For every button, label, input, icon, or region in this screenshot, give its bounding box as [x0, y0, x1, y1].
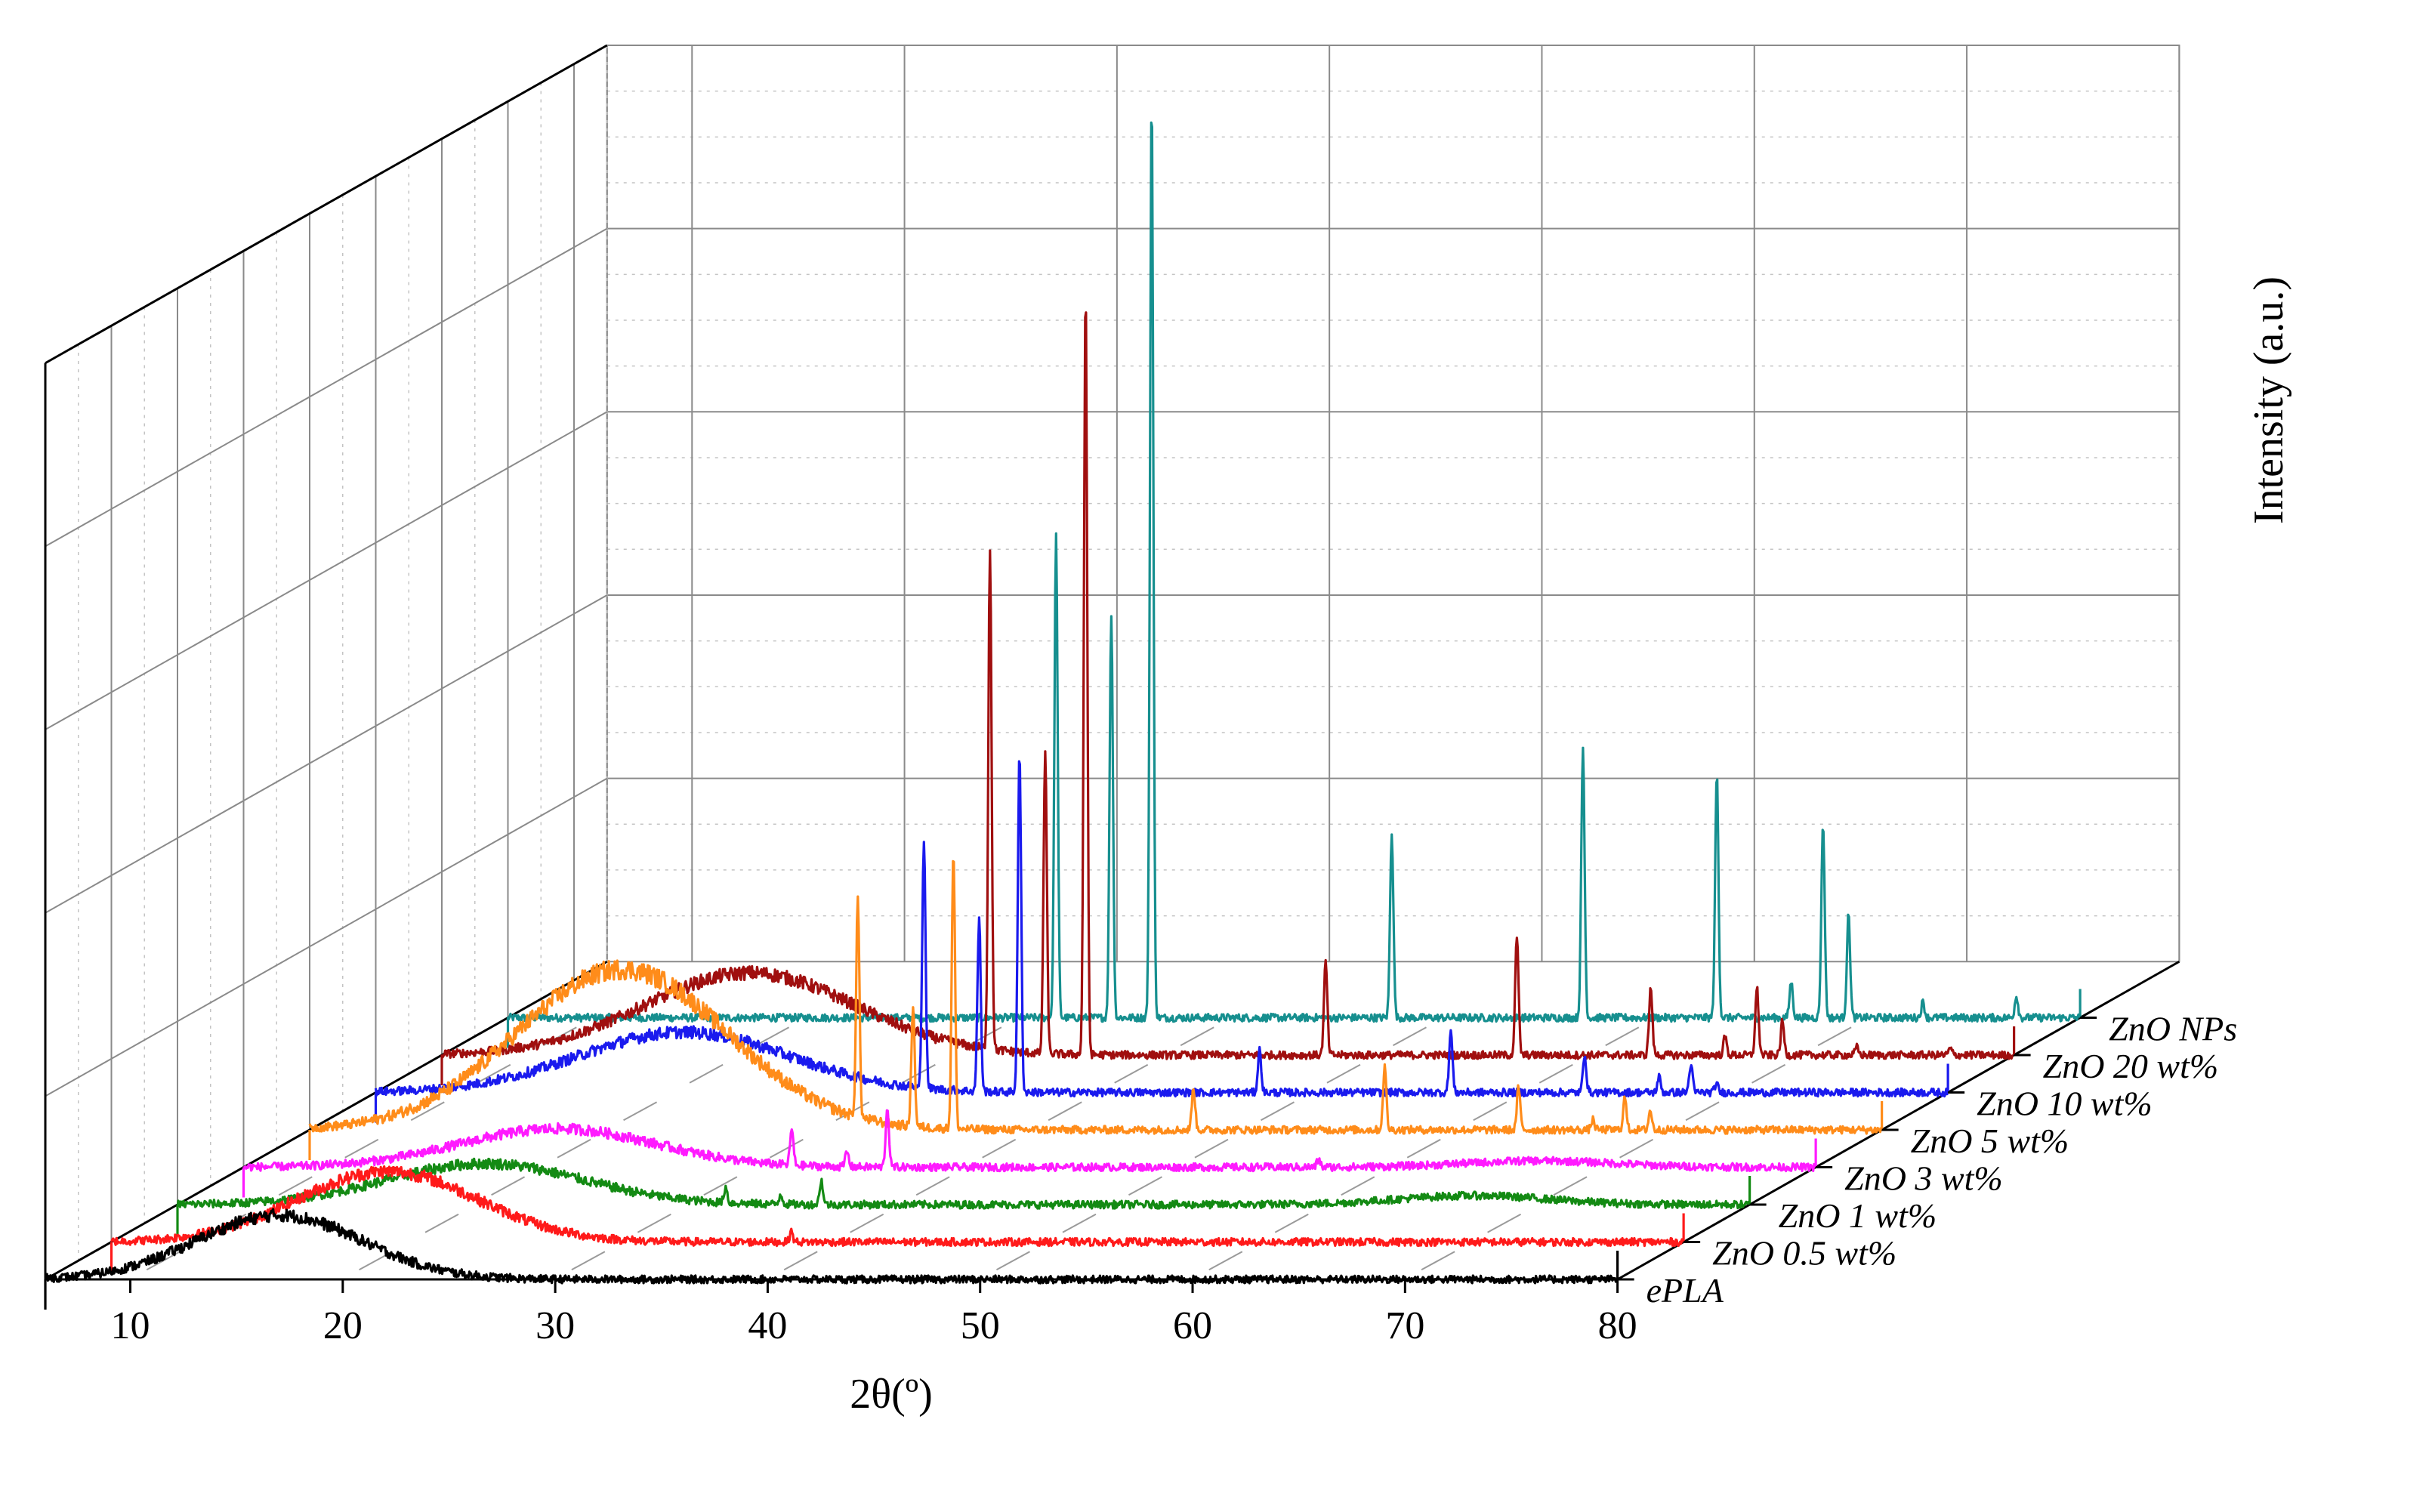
side-grid-hline — [45, 227, 608, 548]
floor-grid-mark — [557, 1138, 591, 1159]
side-wall-grid — [45, 45, 608, 1279]
floor-grid-mark — [491, 1176, 526, 1196]
floor-grid-mark — [1274, 1213, 1309, 1233]
floor-grid-mark — [344, 1138, 379, 1159]
floor-grid-mark — [1341, 1176, 1375, 1196]
floor-grid-mark — [995, 1251, 1030, 1271]
x-tick-label: 30 — [535, 1304, 575, 1347]
floor-grid-mark — [571, 1251, 606, 1271]
floor-grid-mark — [689, 1063, 724, 1084]
series-label: ZnO NPs — [2109, 1010, 2237, 1048]
floor-grid-mark — [410, 1101, 445, 1122]
series-traces — [44, 121, 2082, 1310]
left-wall-bottom-edge — [45, 960, 608, 1281]
series-label: ePLA — [1646, 1271, 1724, 1310]
trace-zno-1-wt- — [176, 1157, 1750, 1210]
floor-grid-mark — [424, 1213, 459, 1233]
floor-grid-mark — [769, 1138, 804, 1159]
floor-grid-mark — [703, 1176, 738, 1196]
series-label: ZnO 5 wt% — [1911, 1122, 2069, 1160]
floor-grid-mark — [1208, 1251, 1243, 1271]
series-label: ZnO 1 wt% — [1779, 1196, 1937, 1235]
floor-grid-mark — [1406, 1138, 1441, 1159]
x-tick-label: 10 — [111, 1304, 150, 1347]
x-tick-label: 20 — [323, 1304, 363, 1347]
y-axis-title: Intensity (a.u.) — [2245, 276, 2292, 524]
floor-grid-mark — [1605, 1026, 1640, 1047]
x-tick-label: 80 — [1598, 1304, 1637, 1347]
floor-grid-mark — [623, 1101, 658, 1122]
floor-grid-mark — [915, 1176, 950, 1196]
floor-grid-mark — [982, 1138, 1017, 1159]
floor-grid-mark — [1048, 1101, 1082, 1122]
side-grid-hline — [45, 777, 608, 1097]
floor-grid — [146, 1026, 1852, 1271]
floor-grid-mark — [1114, 1063, 1149, 1084]
floor-grid-mark — [1326, 1063, 1361, 1084]
floor-grid-mark — [1487, 1213, 1522, 1233]
trace-zno-nps — [506, 121, 2081, 1023]
back-wall — [606, 45, 2180, 963]
trace-zno-10-wt- — [374, 760, 1949, 1098]
floor-grid-mark — [1538, 1063, 1573, 1084]
floor-grid-mark — [1062, 1213, 1097, 1233]
floor-grid-mark — [637, 1213, 671, 1233]
floor-grid-mark — [1619, 1138, 1654, 1159]
floor-grid-mark — [1180, 1026, 1214, 1047]
floor-grid-mark — [1392, 1026, 1427, 1047]
back-wall-grid — [606, 45, 2180, 963]
floor-grid-mark — [1817, 1026, 1852, 1047]
depth-axis-line — [1616, 960, 2180, 1281]
series-label: ZnO 20 wt% — [2043, 1047, 2219, 1085]
x-tick-label: 70 — [1385, 1304, 1424, 1347]
trace-zno-3-wt- — [243, 1109, 1816, 1173]
floor-grid-mark — [1751, 1063, 1786, 1084]
floor-grid-mark — [278, 1176, 313, 1196]
series-label: ZnO 10 wt% — [1977, 1085, 2153, 1123]
floor-grid-mark — [1685, 1101, 1720, 1122]
floor-grid-mark — [1128, 1176, 1162, 1196]
left-wall-top-edge — [45, 44, 608, 365]
series-label: ZnO 3 wt% — [1844, 1159, 2003, 1198]
floor-grid-mark — [755, 1026, 790, 1047]
floor-grid-mark — [850, 1213, 884, 1233]
floor-grid-mark — [783, 1251, 818, 1271]
trace-epla — [44, 1208, 1618, 1285]
floor-grid-mark — [1421, 1251, 1455, 1271]
series-label: ZnO 0.5 wt% — [1712, 1234, 1896, 1273]
trace-zno-5-wt- — [308, 859, 1883, 1135]
floor-grid-mark — [477, 1063, 511, 1084]
trace-zno-20-wt- — [440, 311, 2014, 1060]
side-grid-hline — [45, 411, 608, 730]
trace-zno-0-5-wt- — [110, 1165, 1684, 1248]
floor-grid-mark — [1553, 1176, 1588, 1196]
side-grid-hline — [45, 594, 608, 914]
x-tick-label: 40 — [748, 1304, 787, 1347]
floor-grid-mark — [1260, 1101, 1295, 1122]
x-axis-title: 2θ(º) — [850, 1371, 932, 1418]
x-tick-label: 60 — [1173, 1304, 1212, 1347]
floor-grid-mark — [1473, 1101, 1508, 1122]
x-axis-ticks: 10 20 30 40 50 60 70 80 — [111, 1279, 1637, 1347]
x-tick-label: 50 — [961, 1304, 1000, 1347]
floor-grid-mark — [1194, 1138, 1229, 1159]
